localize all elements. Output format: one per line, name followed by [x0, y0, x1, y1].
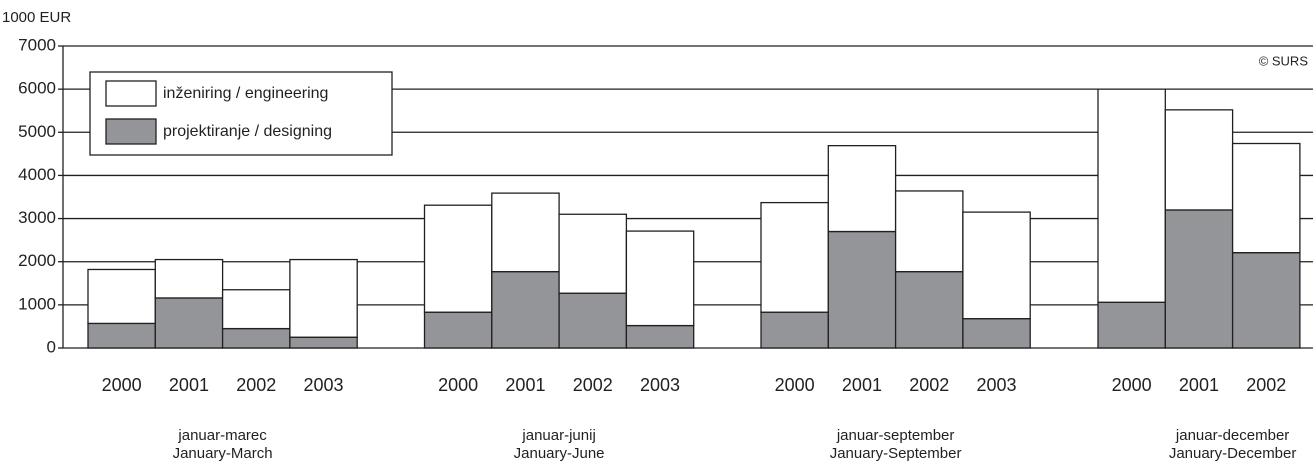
bar-segment — [1231, 252, 1301, 349]
bar-segment — [760, 201, 829, 313]
x-tick-label: 2000 — [775, 375, 815, 395]
x-tick-label: 2000 — [1112, 375, 1152, 395]
bar-segment — [221, 289, 291, 330]
bar-segment — [1164, 109, 1234, 211]
bar-segment — [760, 311, 829, 349]
bar-segment — [87, 268, 156, 325]
bar-segment — [154, 258, 224, 299]
x-tick-label: 2002 — [573, 375, 613, 395]
legend-swatch — [105, 118, 157, 145]
group-label: January-June — [514, 445, 605, 462]
bar-segment — [289, 258, 358, 338]
x-tick-label: 2003 — [977, 375, 1017, 395]
y-tick-label: 7000 — [18, 35, 56, 54]
bar-segment — [423, 311, 493, 349]
group-label: januar-marec — [177, 427, 267, 444]
group-label: January-September — [830, 445, 962, 462]
x-tick-label: 2001 — [505, 375, 545, 395]
bar-segment — [154, 297, 224, 349]
group-label: January-December — [1169, 445, 1297, 462]
x-tick-label: 2003 — [304, 375, 344, 395]
bar-segment — [625, 324, 695, 349]
group-label: January-March — [173, 445, 273, 462]
legend-swatch — [105, 80, 157, 107]
legend-label: projektiranje / designing — [163, 123, 332, 140]
bar-segment — [221, 327, 291, 349]
y-tick-label: 5000 — [18, 122, 56, 141]
x-tick-label: 2002 — [236, 375, 276, 395]
bar-segment — [894, 190, 964, 273]
copyright: © SURS — [1259, 53, 1309, 68]
x-tick-label: 2002 — [909, 375, 949, 395]
bar-segment — [289, 336, 358, 349]
bar-segment — [827, 230, 897, 349]
bar-segment — [625, 230, 695, 327]
x-tick-label: 2001 — [169, 375, 209, 395]
y-tick-label: 3000 — [18, 208, 56, 227]
bar-segment — [1097, 88, 1166, 303]
y-tick-label: 0 — [47, 337, 56, 356]
y-tick-label: 2000 — [18, 251, 56, 270]
bar-segment — [962, 211, 1031, 320]
bar-segment — [491, 270, 560, 349]
x-tick-label: 2003 — [640, 375, 680, 395]
y-tick-label: 1000 — [18, 294, 56, 313]
y-axis-label: 1000 EUR — [2, 9, 71, 26]
bar-segment — [558, 292, 628, 349]
bar-segment — [962, 318, 1031, 349]
x-tick-label: 2000 — [102, 375, 142, 395]
y-tick-label: 6000 — [18, 79, 56, 98]
group-label: januar-september — [836, 427, 955, 444]
group-label: januar-december — [1175, 427, 1289, 444]
bar-segment — [491, 192, 560, 273]
bar-segment — [827, 145, 897, 233]
y-tick-label: 4000 — [18, 165, 56, 184]
bar-segment — [1097, 301, 1166, 349]
legend-label: inženiring / engineering — [163, 85, 328, 102]
bar-segment — [1231, 142, 1301, 254]
bar-segment — [87, 322, 156, 349]
x-tick-label: 2002 — [1246, 375, 1286, 395]
bar-segment — [894, 270, 964, 349]
group-label: januar-junij — [521, 427, 595, 444]
bar-segment — [558, 213, 628, 294]
x-tick-label: 2000 — [438, 375, 478, 395]
bar-segment — [1164, 209, 1234, 349]
x-tick-label: 2001 — [1179, 375, 1219, 395]
x-tick-label: 2001 — [842, 375, 882, 395]
bar-segment — [423, 204, 493, 313]
